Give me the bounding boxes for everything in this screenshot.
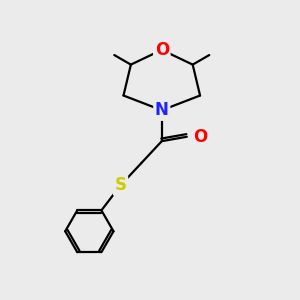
Text: N: N [155, 101, 169, 119]
Text: O: O [155, 41, 169, 59]
Text: S: S [115, 176, 127, 194]
Text: O: O [193, 128, 207, 146]
